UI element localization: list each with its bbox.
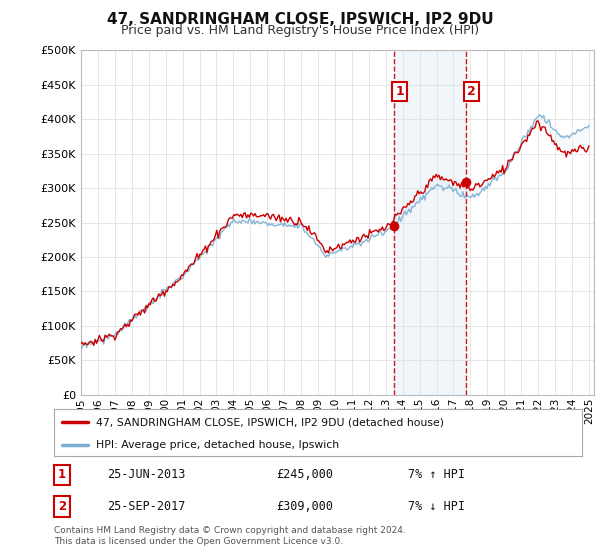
Text: 1: 1: [58, 468, 66, 481]
Bar: [394, 50, 466, 395]
Text: 47, SANDRINGHAM CLOSE, IPSWICH, IP2 9DU (detached house): 47, SANDRINGHAM CLOSE, IPSWICH, IP2 9DU …: [96, 417, 444, 427]
Text: £309,000: £309,000: [276, 500, 333, 513]
Text: Price paid vs. HM Land Registry's House Price Index (HPI): Price paid vs. HM Land Registry's House …: [121, 24, 479, 37]
Text: Contains HM Land Registry data © Crown copyright and database right 2024.
This d: Contains HM Land Registry data © Crown c…: [54, 526, 406, 546]
Text: £245,000: £245,000: [276, 468, 333, 481]
Text: 25-JUN-2013: 25-JUN-2013: [107, 468, 185, 481]
Text: HPI: Average price, detached house, Ipswich: HPI: Average price, detached house, Ipsw…: [96, 440, 340, 450]
Text: 7% ↑ HPI: 7% ↑ HPI: [408, 468, 465, 481]
Text: 25-SEP-2017: 25-SEP-2017: [107, 500, 185, 513]
Text: 7% ↓ HPI: 7% ↓ HPI: [408, 500, 465, 513]
Text: 2: 2: [467, 85, 476, 98]
Text: 1: 1: [395, 85, 404, 98]
Text: 47, SANDRINGHAM CLOSE, IPSWICH, IP2 9DU: 47, SANDRINGHAM CLOSE, IPSWICH, IP2 9DU: [107, 12, 493, 27]
Text: 2: 2: [58, 500, 66, 513]
